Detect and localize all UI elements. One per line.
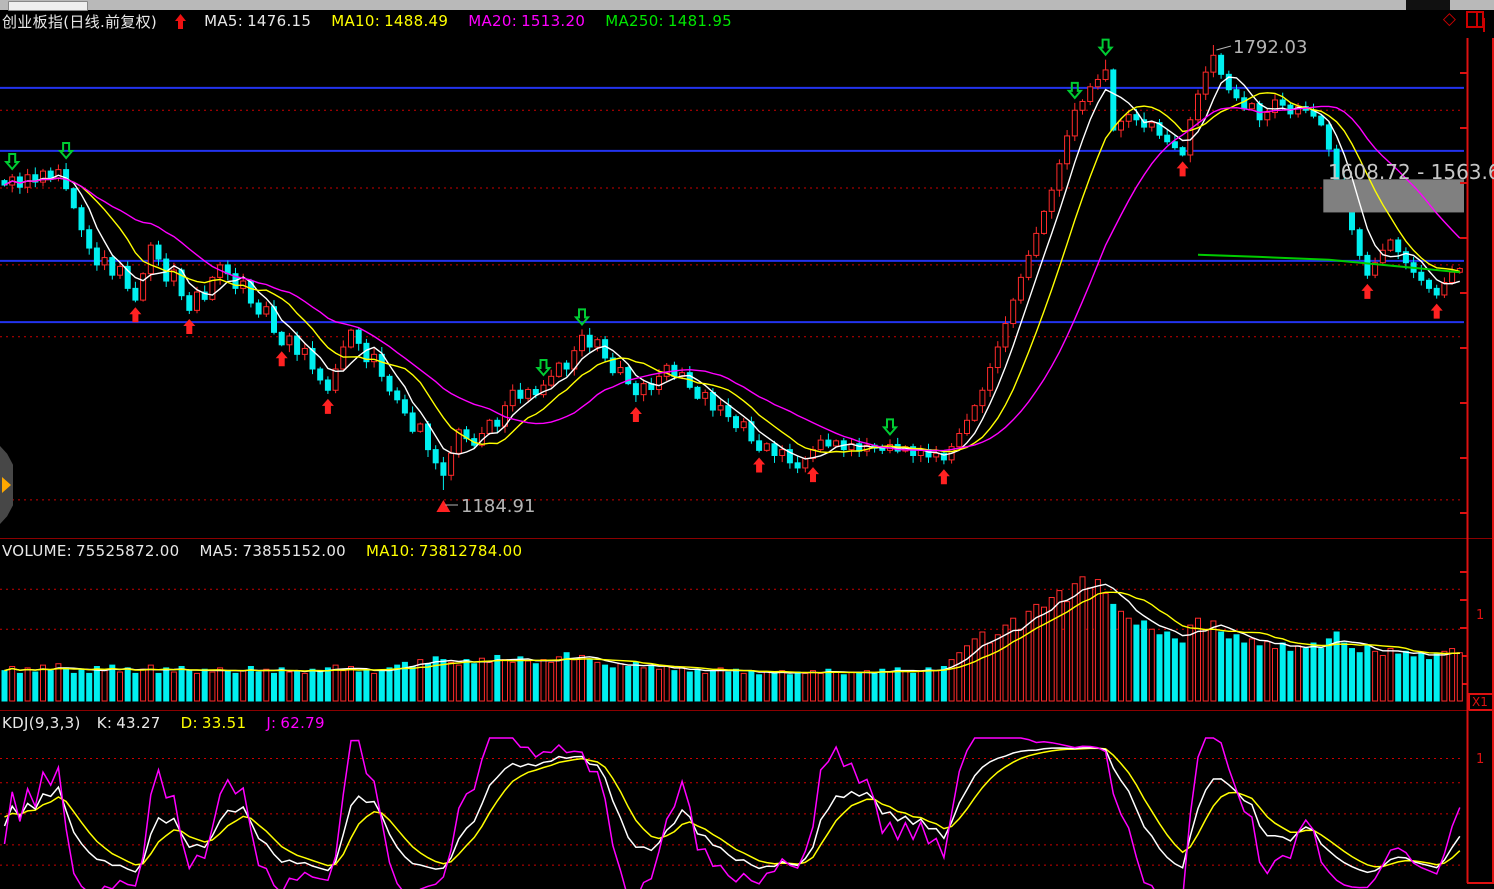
volume-gridlines [0,588,1464,630]
low-price-annotation: 1184.91 [461,496,536,517]
sell-arrow [57,142,75,160]
signal-arrows [4,38,1443,485]
symbol-title: 创业板指(日线.前复权) [2,12,158,31]
buy-arrow [321,398,334,414]
volume-ma10-line [4,591,1460,674]
kdj-header: KDJ(9,3,3) K: 43.27 D: 33.51 J: 62.79 [2,713,329,732]
buy-arrow [275,351,288,367]
ma20-readout: MA20: 1513.20 [468,12,586,30]
low-marker [436,500,451,512]
ma10-readout: MA10: 1488.49 [331,12,449,30]
window-split-icon[interactable] [1466,11,1485,32]
buy-arrow [937,469,950,485]
kdj-d-line [4,747,1461,868]
sell-arrow [1066,81,1083,100]
main-gridlines [0,86,1464,501]
ma20-line [4,105,1461,452]
up-arrow-icon [175,13,187,29]
expand-arrow-icon [2,477,11,493]
sidebar-expand-handle[interactable] [0,446,13,524]
sell-arrow [573,308,591,326]
ma10-line [4,92,1460,454]
chart-header: 创业板指(日线.前复权) MA5: 1476.15 MA10: 1488.49 MA… [2,11,736,31]
peak-price-annotation: 1792.03 [1233,37,1308,58]
kdj-j-readout: J: 62.79 [266,713,325,732]
range-price-annotation: 1608.72 - 1563.6 [1328,160,1494,184]
sell-arrow [1097,38,1114,57]
kdj-k-readout: K: 43.27 [96,713,161,732]
volume-axis-digit: 1 [1476,608,1485,623]
sell-arrow [881,418,899,436]
buy-arrow [1361,283,1374,299]
scrollbar-thumb[interactable] [8,1,88,11]
kdj-j-line [3,737,1461,889]
buy-arrow [1176,161,1189,177]
volume-header: VOLUME: 75525872.00 MA5: 73855152.00 MA10:… [2,541,526,560]
kdj-gridlines [0,758,1464,866]
sell-arrow [4,153,21,171]
ma250-line [1197,253,1460,274]
scrollbar-gap [1406,0,1450,10]
kdj-k-line [3,747,1461,874]
kdj-d-readout: D: 33.51 [180,713,247,732]
volume-ma5-readout: MA5: 73855152.00 [199,541,347,560]
sell-arrow [535,358,552,377]
volume-ma10-readout: MA10: 73812784.00 [366,541,523,560]
top-scrollbar[interactable] [0,0,1494,11]
volume-unit-label: X1 [1469,694,1494,711]
kdj-name: KDJ(9,3,3) [2,713,81,732]
buy-arrow [629,406,642,422]
ma5-readout: MA5: 1476.15 [204,12,312,30]
ma250-readout: MA250: 1481.95 [605,12,733,30]
volume-readout: VOLUME: 75525872.00 [2,541,180,560]
buy-arrow [1430,303,1443,319]
buy-arrow [129,307,142,323]
buy-arrow [807,467,819,483]
volume-bars [1,576,1463,702]
corner-toolbar: ◇ [1442,9,1485,32]
range-highlight-box [1323,179,1464,213]
buy-arrow [753,457,766,473]
diamond-icon[interactable]: ◇ [1442,9,1456,29]
candlesticks [1,45,1463,491]
buy-arrow [183,319,196,335]
kdj-axis-digit: 1 [1476,752,1485,767]
